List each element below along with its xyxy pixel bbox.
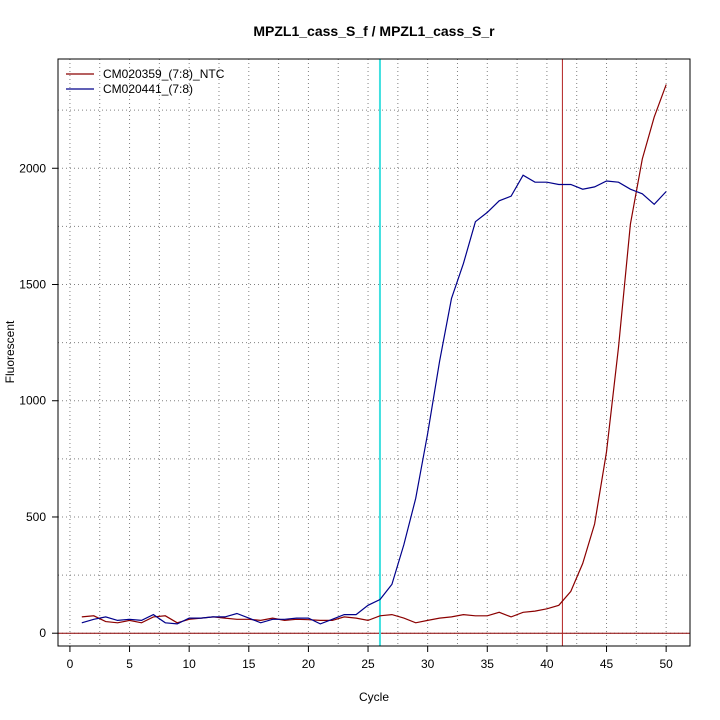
x-tick-label: 50	[659, 657, 673, 671]
x-tick-label: 30	[421, 657, 435, 671]
y-tick-label: 1500	[19, 278, 46, 292]
x-tick-label: 10	[182, 657, 196, 671]
x-tick-label: 0	[67, 657, 74, 671]
x-tick-label: 25	[361, 657, 375, 671]
y-tick-label: 500	[26, 510, 46, 524]
plot-frame	[57, 58, 691, 647]
y-tick-label: 1000	[19, 394, 46, 408]
y-tick-label: 0	[39, 626, 46, 640]
y-axis-label: Fluorescent	[3, 320, 17, 383]
x-axis: 0 5 10 15 20 25 30 35 40 45 50	[67, 646, 673, 671]
series-line-1	[81, 84, 667, 624]
y-tick-label: 2000	[19, 161, 46, 175]
legend-label-2: CM020441_(7:8)	[103, 82, 193, 96]
chart-title: MPZL1_cass_S_f / MPZL1_cass_S_r	[253, 23, 495, 39]
legend-label-1: CM020359_(7:8)_NTC	[103, 67, 225, 81]
x-tick-label: 20	[302, 657, 316, 671]
x-tick-label: 15	[242, 657, 256, 671]
x-tick-label: 45	[600, 657, 614, 671]
y-axis: 0 500 1000 1500 2000	[19, 161, 58, 640]
reference-lines	[58, 59, 690, 646]
x-tick-label: 5	[126, 657, 133, 671]
x-axis-label: Cycle	[359, 690, 389, 704]
x-tick-label: 35	[481, 657, 495, 671]
series-line-2	[81, 174, 667, 625]
series-layer	[81, 84, 667, 625]
x-tick-label: 40	[540, 657, 554, 671]
